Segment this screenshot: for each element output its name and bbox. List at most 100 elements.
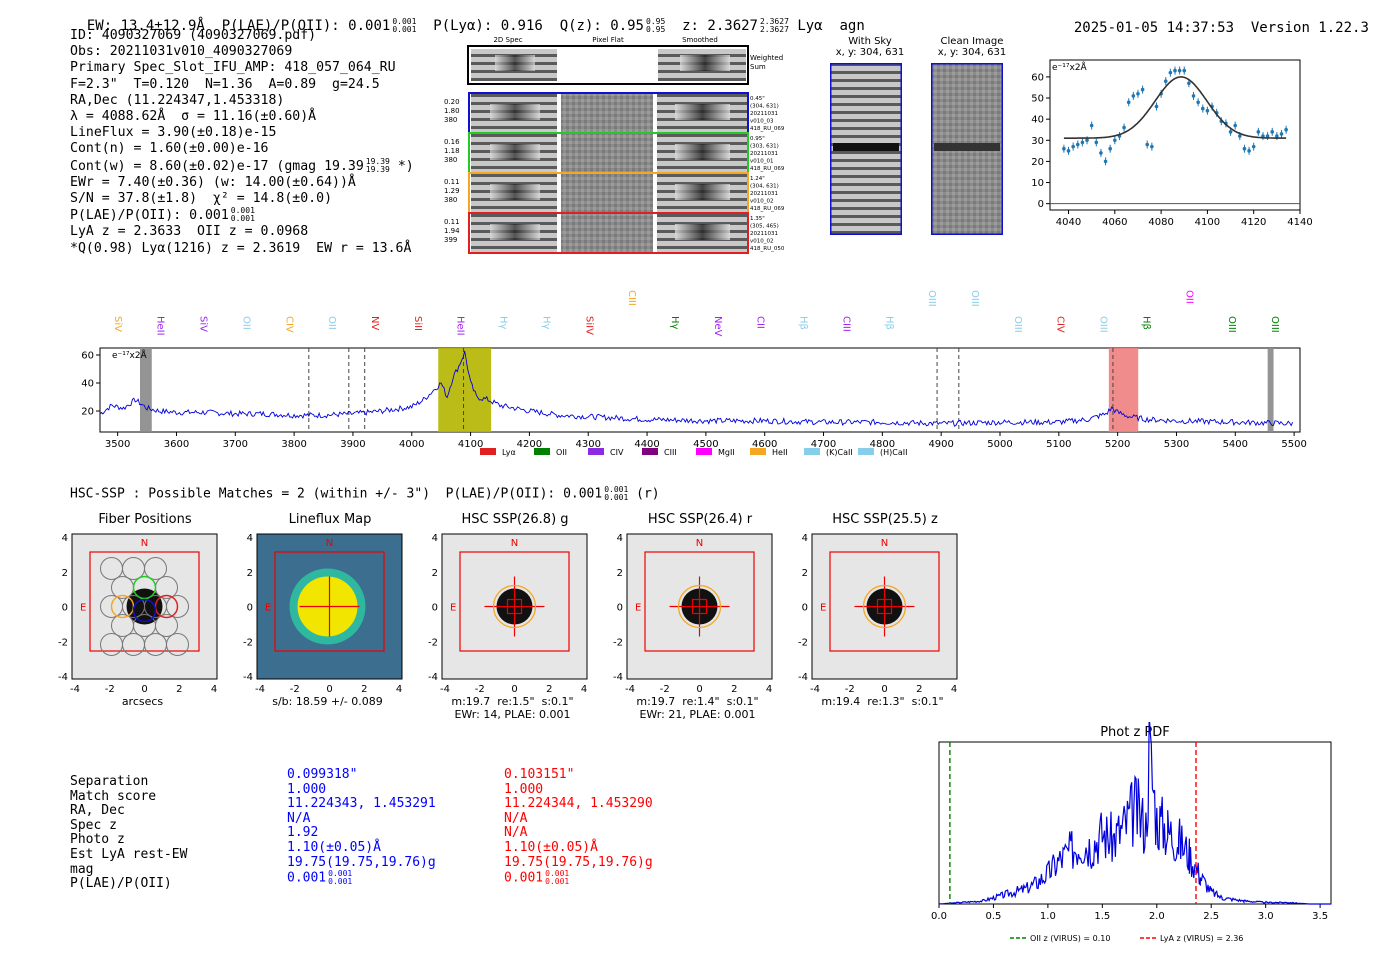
match-label: Separation <box>70 774 149 789</box>
imaging-panel: HSC SSP(26.8) g N E -4 -4 -2 -2 0 0 2 2 4 4 m:19.7 re… <box>420 512 605 722</box>
x-tick-label: 4300 <box>576 439 601 450</box>
panel-y-tick: 0 <box>432 603 438 614</box>
east-label: E <box>635 603 641 614</box>
info-contn: Cont(n) = 1.60(±0.00)e-16 <box>70 141 269 157</box>
cutout-row-note: v010_02 <box>750 199 774 205</box>
panel-x-tick: 4 <box>396 684 402 695</box>
panel-y-tick: -2 <box>243 637 253 648</box>
panel-y-tick: 0 <box>617 603 623 614</box>
fit-data-point <box>1150 144 1154 149</box>
fit-data-point <box>1182 68 1187 73</box>
imaging-panel: Fiber Positions N E -4 -4 -2 -2 0 0 2 2 4 4 arcsecs <box>50 512 235 722</box>
fit-data-point <box>1131 94 1136 98</box>
panel-x-tick: 4 <box>581 684 587 695</box>
panel-x-tick: 0 <box>696 684 702 695</box>
cutout-row-note: 20211031 <box>750 191 778 197</box>
x-tick-label: 4400 <box>634 439 659 450</box>
panel-y-tick: 4 <box>802 533 808 544</box>
panel-y-tick: 0 <box>247 603 253 614</box>
cutout-row-a: 0.11 <box>444 178 460 186</box>
spectrum-line-label: SiII <box>412 316 423 331</box>
fiber-circle <box>166 633 189 656</box>
match-label: RA, Dec <box>70 803 125 819</box>
spectrum-legend: Lyα OII CIV CIII MgII HeII (K)CaII (H)CaII <box>480 448 907 457</box>
legend-swatch <box>696 448 712 455</box>
match-value: N/A <box>504 810 528 826</box>
legend-label: CIII <box>664 448 677 457</box>
legend-label: OII <box>556 448 567 457</box>
x-tick-label: 5500 <box>1281 439 1306 450</box>
panel-x-tick: 0 <box>511 684 517 695</box>
match-ellipse <box>492 584 537 629</box>
match-label: Est LyA rest-EW <box>70 846 188 862</box>
match-label: P(LAE)/P(OII) <box>70 876 172 892</box>
north-label: N <box>511 538 518 549</box>
spectrum-line-label: Hβ <box>798 316 809 330</box>
cutout-row-note: 418_RU_050 <box>750 246 785 252</box>
spectrum-highlight-region <box>1108 348 1139 432</box>
fit-data-point <box>1256 130 1261 134</box>
fit-data-point <box>1099 151 1103 155</box>
match-label: Match score <box>70 788 157 804</box>
panel-y-tick: -2 <box>798 637 808 648</box>
line-fit-plot: 4040 4060 4080 4100 4120 4140 0 10 20 30 40 50 60 e⁻¹… <box>1031 59 1313 228</box>
x-tick-label: 4100 <box>458 439 483 450</box>
panel-y-tick: -4 <box>243 672 253 683</box>
spectrum-line-label: OIII <box>1098 316 1109 333</box>
panel-x-tick: -2 <box>105 684 115 695</box>
imaging-panels: Fiber Positions N E -4 -4 -2 -2 0 0 2 2 4 4 arcsecs Li… <box>50 512 990 722</box>
panel-y-tick: 2 <box>247 568 253 579</box>
x-tick-label: 4600 <box>752 439 777 450</box>
info-contw: Cont(w) = 8.60(±0.02)e-17 (gmag 19.39 19.… <box>70 156 414 174</box>
cutouts-svg: 2D Spec Pixel Flat Smoothed Weighted Sum… <box>444 36 785 254</box>
fit-data-point <box>1066 149 1071 153</box>
fit-data-point <box>1140 87 1145 92</box>
y-tick-label: 60 <box>81 351 94 362</box>
fit-ylabel: e⁻¹⁷x2Å <box>1052 61 1088 73</box>
spectrum-line-label: OIII <box>926 290 937 307</box>
x-tick-label: 5000 <box>987 439 1012 450</box>
info-lineflux: LineFlux = 3.90(±0.18)e-15 <box>70 125 277 141</box>
match-ellipse <box>677 584 722 629</box>
y-tick-label: 40 <box>81 379 94 390</box>
north-label: N <box>696 538 703 549</box>
cutout-row-note: v010_02 <box>750 239 774 245</box>
photz-pdf-plot: 0.0 0.5 1.0 1.5 2.0 2.5 3.0 3.5 Phot z PDF OII z … <box>931 722 1332 943</box>
x-tick-label: 4700 <box>811 439 836 450</box>
fit-data-point <box>1173 68 1177 73</box>
spectrum-line-label: OII <box>326 316 337 330</box>
fit-model-curve <box>1063 76 1287 139</box>
x-tick-label: 4100 <box>1195 217 1220 228</box>
cutout-row-note: 0.45" <box>750 96 765 102</box>
panel-title: Fiber Positions <box>98 512 192 527</box>
cutout-row-note: v010_03 <box>750 119 774 125</box>
x-tick-label: 5200 <box>1105 439 1130 450</box>
panel-y-tick: 2 <box>802 568 808 579</box>
match-red-column: 0.103151" 1.000 11.224344, 1.453290 N/A N/A 1… <box>504 767 653 886</box>
x-tick-label: 4040 <box>1056 217 1081 228</box>
cutout-row-note: 20211031 <box>750 151 778 157</box>
fit-data-point <box>1080 140 1085 145</box>
east-label: E <box>265 603 271 614</box>
panel-title: HSC SSP(25.5) z <box>832 512 938 527</box>
info-ewr: EWr = 7.40(±0.36) (w: 14.00(±0.64))Å <box>70 174 356 190</box>
match-value: 11.224344, 1.453290 <box>504 796 653 812</box>
fit-data-point <box>1103 159 1108 164</box>
panel-y-tick: 4 <box>432 533 438 544</box>
fit-data-point <box>1094 140 1099 145</box>
imaging-panel: Lineflux Map N E -4 -4 -2 -2 0 0 2 2 4 4 s/b: 18.59 +… <box>235 512 420 722</box>
cutout-row-note: 418_RU_069 <box>750 126 785 132</box>
x-tick-label: 5400 <box>1223 439 1248 450</box>
clean-image <box>931 63 1003 235</box>
weighted-sum-label-b: Sum <box>750 63 766 71</box>
x-tick-label: 1.0 <box>1040 911 1056 922</box>
fit-data-point <box>1265 134 1270 138</box>
info-id: ID: 4090327069 (4090327069.pdf) <box>70 28 317 43</box>
with-sky-image <box>830 63 902 235</box>
cutout-row-b: 1.80 <box>444 107 460 115</box>
legend-label: (K)CaII <box>826 448 853 457</box>
panel-caption: s/b: 18.59 +/- 0.089 <box>272 695 383 708</box>
match-value: 1.10(±0.05)Å <box>287 839 381 855</box>
cutout-2dspec-source <box>490 184 540 200</box>
